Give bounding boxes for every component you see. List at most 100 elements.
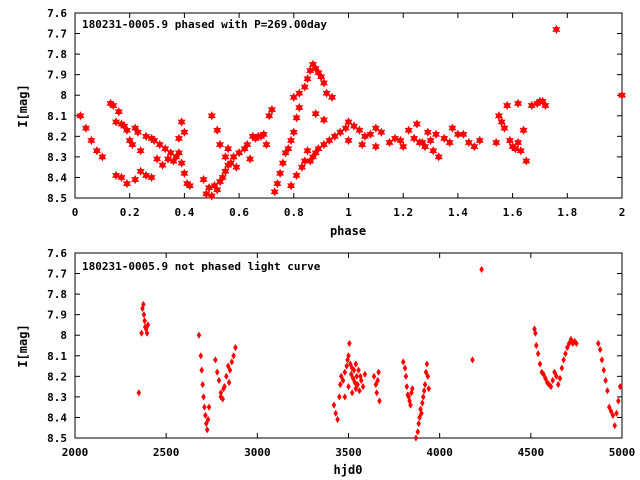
phased-x-tick-label: 1.8 [557,206,577,219]
unphased-data-point [612,421,618,430]
unphased-data-point [216,376,222,385]
phased-data-point [147,172,156,183]
unphased-data-point [357,387,362,395]
phased-data-point [418,137,427,148]
phased-data-point [344,135,353,146]
phased-data-point [87,135,96,146]
phased-data-point [226,158,235,168]
unphased-data-point [543,374,548,383]
phased-data-point [142,131,151,141]
unphased-data-point [333,409,339,418]
unphased-data-point [348,360,353,368]
phased-data-point [287,135,296,146]
phased-data-point [371,141,380,152]
unphased-data-point [617,382,623,391]
unphased-data-point [335,415,340,424]
phased-x-axis-label: phase [330,224,366,238]
phased-data-point [136,146,145,156]
unphased-data-point [426,384,432,393]
unphased-data-point [354,372,359,381]
unphased-data-point [227,366,233,374]
phased-data-points [76,24,627,201]
phased-y-tick-label: 7.8 [47,48,67,61]
unphased-data-point [233,343,238,352]
phased-data-point [180,168,189,178]
unphased-x-tick-label: 2000 [62,446,89,459]
unphased-data-points [136,265,623,442]
unphased-data-point [614,409,619,418]
phased-data-point [434,152,443,162]
unphased-data-point [403,372,409,381]
unphased-data-point [331,401,337,409]
phased-data-point [81,123,90,133]
unphased-data-point [347,339,352,348]
phased-data-point [440,133,449,144]
unphased-data-point [415,428,421,436]
unphased-data-point [340,376,346,385]
phased-data-point [213,185,222,195]
unphased-x-tick-label: 5000 [609,446,636,459]
phased-data-point [120,121,129,131]
unphased-data-point [338,380,343,389]
phased-data-point [322,88,331,98]
unphased-data-point [353,360,359,368]
unphased-data-point [200,380,205,389]
phased-x-tick-label: 0.2 [120,206,140,219]
unphased-data-point [566,339,572,348]
phased-y-tick-label: 8.2 [47,130,67,143]
phased-data-point [276,168,285,178]
phased-data-point [516,146,525,156]
phased-data-point [153,154,162,164]
phased-data-point [366,129,375,139]
phased-data-point [161,144,170,154]
unphased-data-point [373,380,379,389]
unphased-data-point [557,374,563,383]
phased-data-point [358,139,367,150]
unphased-data-point [425,372,431,381]
phased-data-point [423,127,432,137]
unphased-data-point [601,366,607,374]
unphased-y-tick-label: 8.3 [47,391,67,404]
phased-y-tick-label: 8.4 [47,171,67,184]
unphased-data-point [535,350,541,358]
phased-data-point [303,146,312,156]
unphased-data-point [203,411,208,420]
unphased-data-point [214,368,220,376]
unphased-data-point [141,310,147,319]
unphased-data-point [145,321,151,329]
unphased-data-point [565,343,570,352]
unphased-data-point [423,368,429,376]
phased-data-point [232,162,241,172]
phased-data-point [158,160,167,170]
phased-data-point [177,117,186,127]
phased-x-tick-label: 1 [345,206,352,219]
unphased-y-tick-label: 8.2 [47,370,67,383]
phased-data-point [243,139,252,150]
phased-data-point [538,96,547,107]
phased-data-point [111,117,121,127]
phased-data-point [125,135,134,146]
unphased-data-point [574,339,579,348]
phased-data-point [308,59,317,70]
unphased-data-point [377,397,382,405]
unphased-data-point [350,374,356,383]
phased-data-point [262,139,271,150]
unphased-data-point [550,376,556,385]
phased-data-point [284,144,293,154]
unphased-data-point [548,382,554,391]
unphased-data-point [204,426,210,434]
unphased-data-point [402,364,408,372]
unphased-data-point [231,352,236,360]
phased-x-tick-label: 0.6 [229,206,249,219]
unphased-y-tick-label: 8.5 [47,432,67,445]
phased-data-point [432,129,441,139]
phased-data-point [98,152,107,162]
phased-y-ticks: 7.6 7.7 7.8 7.9 8 8.1 8.2 8.3 8.4 8.5 [47,7,622,205]
phased-data-point [92,146,101,156]
unphased-y-tick-label: 7.7 [47,268,67,281]
unphased-data-point [599,356,605,364]
unphased-data-point [422,380,428,389]
phased-x-tick-label: 0 [72,206,79,219]
phased-x-tick-label: 2 [619,206,626,219]
unphased-data-point [337,393,342,401]
